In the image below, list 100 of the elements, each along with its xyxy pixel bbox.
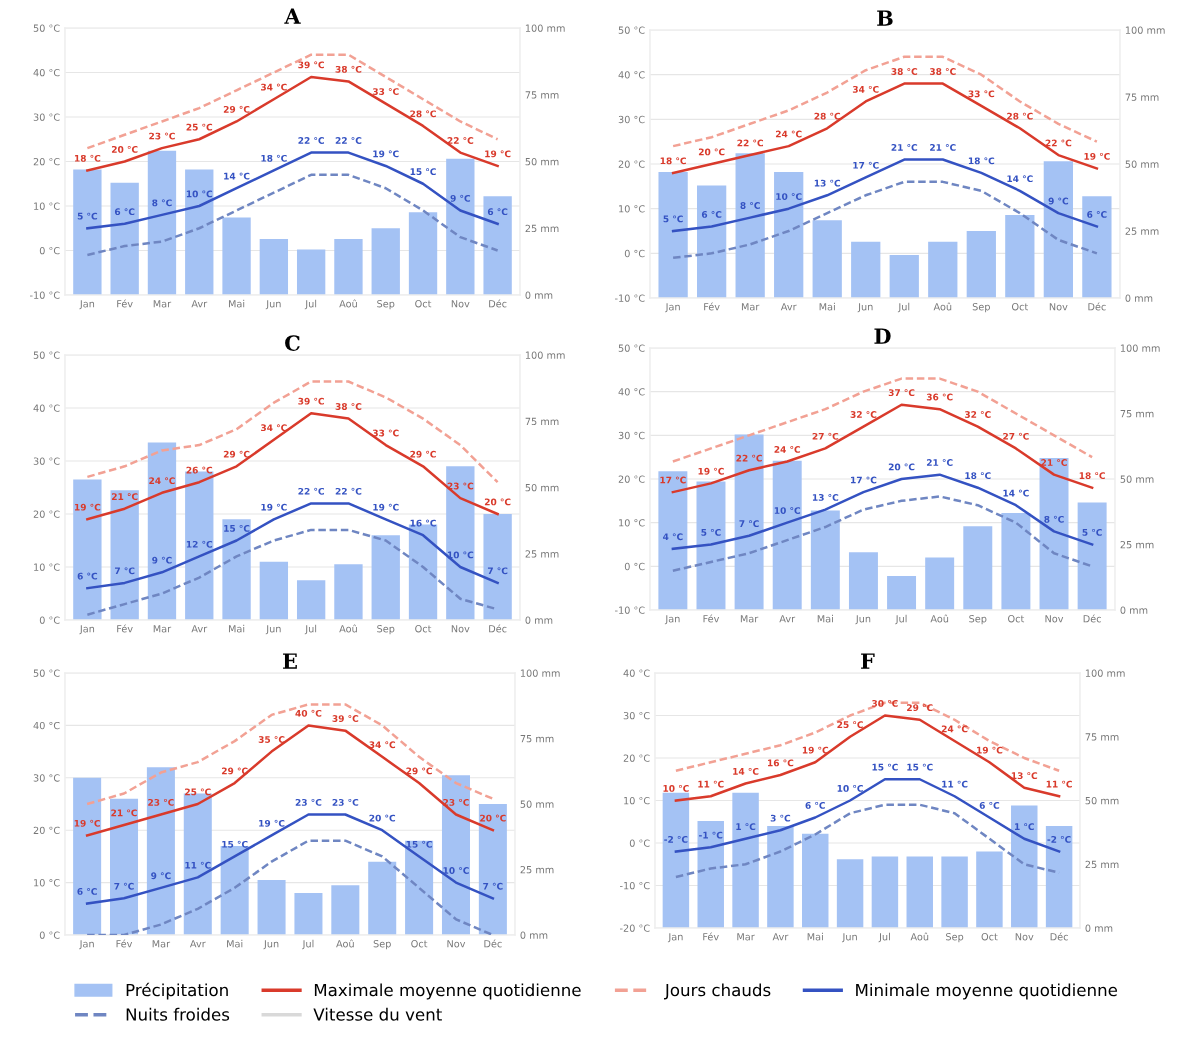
bar bbox=[732, 792, 759, 928]
y2-tick-label: 0 mm bbox=[525, 616, 553, 624]
data-label: 10 °C bbox=[663, 784, 689, 792]
data-label: 36 °C bbox=[926, 393, 953, 401]
y2-tick-label: 50 mm bbox=[1085, 796, 1119, 805]
legend-label: Vitesse du vent bbox=[313, 1007, 442, 1021]
x-tick-label: Avr bbox=[191, 625, 208, 633]
data-label: 23 °C bbox=[149, 132, 175, 140]
bar bbox=[658, 172, 688, 298]
y2-tick-label: 75 mm bbox=[1085, 733, 1119, 741]
legend-label: Maximale moyenne quotidienne bbox=[314, 983, 581, 1000]
line-series bbox=[671, 473, 1094, 551]
chart-title: E bbox=[283, 653, 297, 669]
x-tick-label: Avr bbox=[772, 933, 789, 941]
y-tick-label: 0 °C bbox=[624, 249, 645, 258]
y2-tick-label: 100 mm bbox=[1085, 669, 1125, 677]
data-label: 21 °C bbox=[930, 143, 956, 151]
data-label: 18 °C bbox=[968, 157, 995, 165]
x-tick-label: Sep bbox=[377, 625, 395, 635]
data-label: 19 °C bbox=[74, 503, 101, 511]
x-tick-label: Sep bbox=[946, 933, 964, 943]
data-label: 18 °C bbox=[1079, 472, 1105, 480]
data-label: 22 °C bbox=[736, 454, 762, 462]
data-label: 39 °C bbox=[332, 715, 359, 722]
data-label: 22 °C bbox=[298, 137, 324, 144]
data-label: 7 °C bbox=[114, 882, 134, 890]
data-label: 23 °C bbox=[148, 798, 174, 806]
bar bbox=[294, 893, 323, 935]
x-tick-label: Avr bbox=[780, 303, 797, 311]
data-label: 10 °C bbox=[837, 784, 863, 792]
x-tick-label: Sep bbox=[373, 940, 391, 950]
data-label: 25 °C bbox=[185, 788, 211, 796]
data-label: 22 °C bbox=[737, 139, 764, 147]
y-tick-label: 20 °C bbox=[623, 754, 650, 762]
data-label: 26 °C bbox=[186, 466, 213, 474]
y-tick-label: 50 °C bbox=[618, 26, 645, 34]
x-tick-label: Mar bbox=[152, 940, 171, 948]
y2-tick-label: 100 mm bbox=[525, 351, 565, 359]
x-tick-label: Aoû bbox=[339, 299, 357, 308]
bar bbox=[334, 238, 363, 295]
data-label: 15 °C bbox=[224, 524, 250, 532]
y2-tick-label: 0 mm bbox=[1120, 606, 1148, 614]
data-label: 5 °C bbox=[701, 528, 721, 536]
bar bbox=[446, 158, 475, 295]
bar bbox=[110, 490, 139, 620]
x-tick-label: Sep bbox=[972, 303, 990, 313]
bar bbox=[222, 519, 251, 620]
y2-tick-label: 25 mm bbox=[1125, 227, 1159, 235]
chart-title: C bbox=[285, 335, 300, 351]
data-label: -2 °C bbox=[664, 835, 688, 843]
data-label: 8 °C bbox=[152, 199, 172, 207]
y-tick-label: 20 °C bbox=[33, 157, 60, 166]
data-label: 7 °C bbox=[739, 520, 759, 528]
data-label: 17 °C bbox=[660, 476, 686, 484]
line-series bbox=[671, 180, 1099, 260]
x-tick-label: Fév bbox=[703, 614, 720, 623]
data-label: 27 °C bbox=[812, 432, 839, 440]
y-tick-label: 20 °C bbox=[618, 160, 645, 168]
line-series bbox=[86, 151, 499, 230]
data-label: 14 °C bbox=[1003, 489, 1029, 497]
x-tick-label: Jul bbox=[895, 614, 907, 625]
data-label: 28 °C bbox=[814, 112, 841, 120]
y2-tick-label: 25 mm bbox=[1085, 860, 1119, 869]
data-label: 35 °C bbox=[258, 736, 285, 743]
x-tick-label: Aoû bbox=[930, 614, 949, 623]
data-label: 19 °C bbox=[698, 467, 724, 475]
data-label: 12 °C bbox=[186, 540, 213, 548]
chart-title: F bbox=[861, 653, 875, 669]
bar bbox=[1082, 196, 1112, 298]
x-tick-label: Nov bbox=[451, 300, 470, 308]
y-tick-label: 30 °C bbox=[618, 431, 645, 440]
data-label: 6 °C bbox=[1087, 210, 1107, 218]
data-label: 28 °C bbox=[1007, 112, 1033, 120]
bar bbox=[941, 856, 968, 928]
y2-tick-label: 25 mm bbox=[525, 224, 559, 233]
data-label: 21 °C bbox=[111, 809, 137, 817]
y2-tick-label: 75 mm bbox=[1125, 93, 1159, 101]
data-label: 6 °C bbox=[805, 801, 825, 809]
y2-tick-label: 50 mm bbox=[1120, 475, 1154, 483]
bar bbox=[812, 220, 842, 298]
legend-label: Précipitation bbox=[126, 982, 228, 1000]
data-label: 18 °C bbox=[660, 157, 686, 165]
bar bbox=[147, 442, 177, 620]
x-tick-label: Déc bbox=[489, 299, 507, 308]
legend-label: Jours chauds bbox=[664, 983, 771, 1000]
data-label: 7 °C bbox=[487, 567, 508, 575]
data-label: 19 °C bbox=[977, 746, 1003, 754]
data-label: 29 °C bbox=[223, 105, 250, 113]
data-label: 24 °C bbox=[775, 130, 802, 138]
y2-tick-label: 75 mm bbox=[520, 735, 554, 743]
data-label: 6 °C bbox=[487, 208, 508, 216]
x-tick-label: Jan bbox=[79, 300, 95, 310]
bar bbox=[887, 575, 917, 610]
y2-tick-label: 0 mm bbox=[520, 931, 548, 939]
y2-tick-label: 50 mm bbox=[520, 800, 554, 808]
data-label: 15 °C bbox=[907, 763, 933, 771]
data-label: 21 °C bbox=[926, 459, 953, 466]
data-label: 29 °C bbox=[410, 450, 436, 458]
bar bbox=[441, 775, 470, 935]
x-tick-label: Déc bbox=[1083, 614, 1101, 623]
